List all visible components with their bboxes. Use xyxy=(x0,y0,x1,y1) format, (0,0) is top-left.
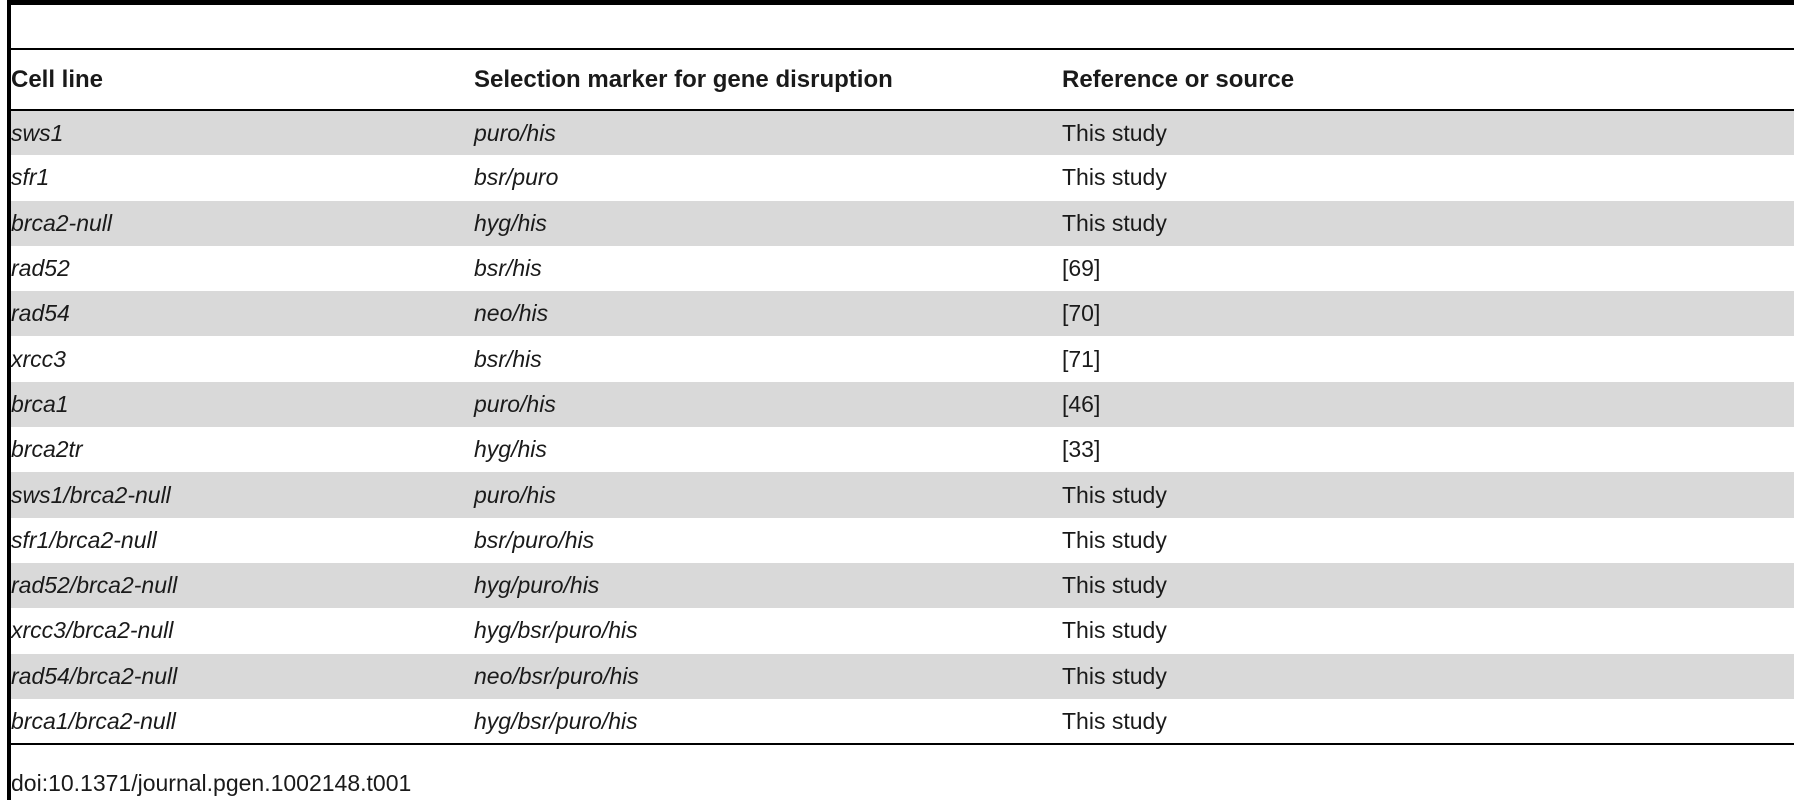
header-selection-marker: Selection marker for gene disruption xyxy=(474,48,1062,111)
selection-marker: puro/his xyxy=(474,119,556,146)
cell-line: rad54/brca2-null xyxy=(11,662,178,689)
table-row: brca2-null hyg/his This study xyxy=(11,200,1794,246)
selection-marker: bsr/his xyxy=(474,345,542,372)
reference: This study xyxy=(1062,662,1167,689)
reference: This study xyxy=(1062,119,1167,146)
doi-footnote: doi:10.1371/journal.pgen.1002148.t001 xyxy=(11,770,412,796)
top-rule xyxy=(7,0,1794,5)
reference: This study xyxy=(1062,572,1167,599)
selection-marker: hyg/his xyxy=(474,209,547,236)
cell-line: rad54 xyxy=(11,300,70,327)
cell-line-table: Cell line Selection marker for gene disr… xyxy=(11,48,1794,746)
cell-line: sfr1 xyxy=(11,164,50,191)
reference: [70] xyxy=(1062,300,1101,327)
header-reference: Reference or source xyxy=(1062,48,1794,111)
table-header-row: Cell line Selection marker for gene disr… xyxy=(11,48,1794,111)
selection-marker: bsr/puro/his xyxy=(474,526,595,553)
selection-marker: bsr/puro xyxy=(474,164,559,191)
reference: This study xyxy=(1062,481,1167,508)
table-row: sfr1/brca2-null bsr/puro/his This study xyxy=(11,517,1794,563)
cell-line: brca1 xyxy=(11,390,69,417)
reference: This study xyxy=(1062,209,1167,236)
reference: [33] xyxy=(1062,436,1101,463)
header-cell-line: Cell line xyxy=(11,48,474,111)
table-row: rad54/brca2-null neo/bsr/puro/his This s… xyxy=(11,653,1794,699)
selection-marker: hyg/puro/his xyxy=(474,572,600,599)
table-row: xrcc3/brca2-null hyg/bsr/puro/his This s… xyxy=(11,608,1794,654)
reference: This study xyxy=(1062,526,1167,553)
cell-line: rad52 xyxy=(11,255,70,282)
table-row: sws1/brca2-null puro/his This study xyxy=(11,472,1794,518)
reference: This study xyxy=(1062,617,1167,644)
table-row: rad52 bsr/his [69] xyxy=(11,245,1794,292)
table-row: rad54 neo/his [70] xyxy=(11,291,1794,337)
table-row: sfr1 bsr/puro This study xyxy=(11,155,1794,201)
selection-marker: puro/his xyxy=(474,481,556,508)
table-row: sws1 puro/his This study xyxy=(11,110,1794,156)
cell-line: brca2tr xyxy=(11,436,83,463)
selection-marker: hyg/bsr/puro/his xyxy=(474,698,1062,746)
cell-line: brca2-null xyxy=(11,209,112,236)
cell-line: rad52/brca2-null xyxy=(11,572,178,599)
cell-line: sfr1/brca2-null xyxy=(11,526,157,553)
cell-line: brca1/brca2-null xyxy=(11,698,474,746)
table-row: brca1 puro/his [46] xyxy=(11,381,1794,428)
selection-marker: puro/his xyxy=(474,390,556,417)
reference: [69] xyxy=(1062,255,1101,282)
cell-line: xrcc3/brca2-null xyxy=(11,617,174,644)
selection-marker: bsr/his xyxy=(474,255,542,282)
reference: [46] xyxy=(1062,390,1101,417)
selection-marker: neo/bsr/puro/his xyxy=(474,662,639,689)
selection-marker: neo/his xyxy=(474,300,549,327)
left-rule xyxy=(7,0,11,800)
table-row: xrcc3 bsr/his [71] xyxy=(11,336,1794,382)
selection-marker: hyg/his xyxy=(474,436,547,463)
reference: This study xyxy=(1062,164,1167,191)
table-row: rad52/brca2-null hyg/puro/his This study xyxy=(11,562,1794,609)
reference: This study xyxy=(1062,698,1794,746)
selection-marker: hyg/bsr/puro/his xyxy=(474,617,638,644)
table-row: brca1/brca2-null hyg/bsr/puro/his This s… xyxy=(11,698,1794,746)
cell-line: sws1/brca2-null xyxy=(11,481,171,508)
reference: [71] xyxy=(1062,345,1101,372)
cell-line: sws1 xyxy=(11,119,64,146)
table-row: brca2tr hyg/his [33] xyxy=(11,427,1794,473)
cell-line: xrcc3 xyxy=(11,345,66,372)
